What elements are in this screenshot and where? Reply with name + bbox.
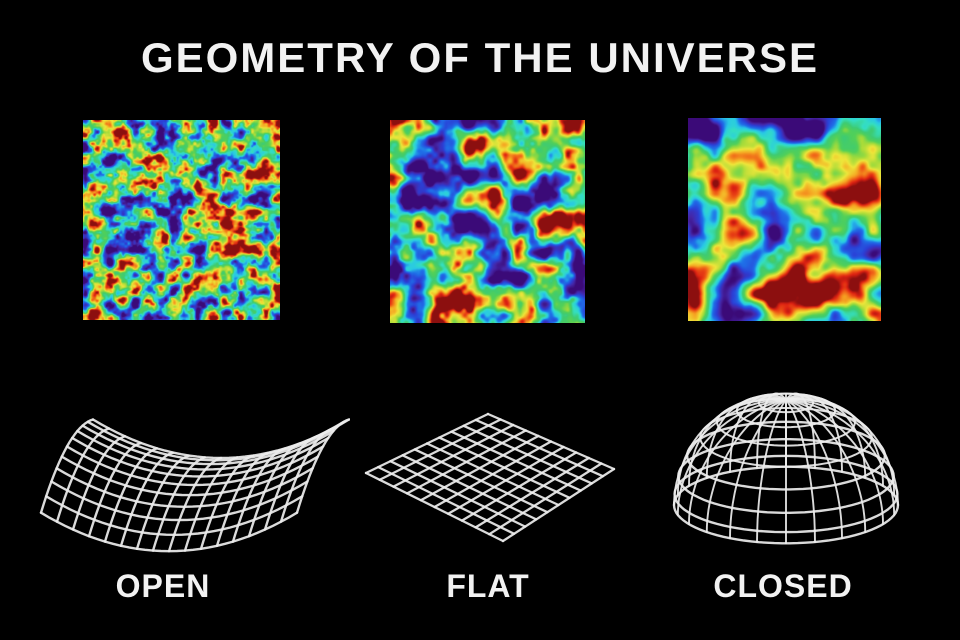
page-title: GEOMETRY OF THE UNIVERSE (140, 34, 820, 81)
dome-wireframe (672, 392, 900, 545)
cmb-map-open (83, 120, 280, 320)
cmb-map-closed (688, 118, 881, 321)
cmb-map-flat (390, 120, 585, 323)
label-closed: CLOSED (713, 568, 853, 604)
label-flat: FLAT (446, 568, 530, 604)
label-open: OPEN (115, 568, 211, 604)
flat-grid-wireframe (364, 412, 616, 543)
saddle-wireframe (39, 418, 350, 553)
